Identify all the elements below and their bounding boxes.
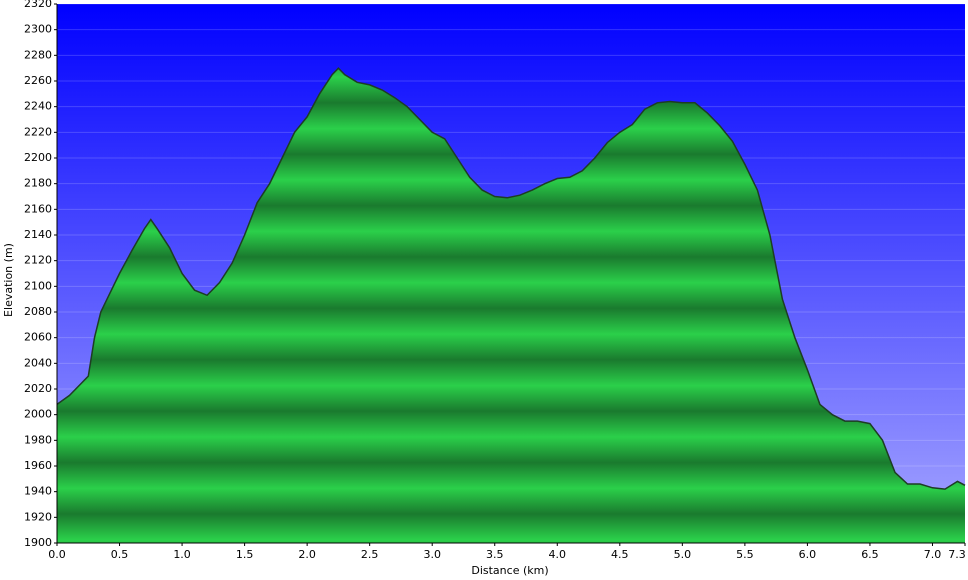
y-tick-label: 2220 <box>24 125 52 138</box>
y-tick-label: 2320 <box>24 0 52 10</box>
y-tick-label: 2280 <box>24 48 52 61</box>
y-tick-label: 1940 <box>24 485 52 498</box>
elevation-line <box>56 67 966 490</box>
x-tick-label: 7.3 <box>948 548 966 561</box>
y-tick-label: 2180 <box>24 177 52 190</box>
x-tick-label: 3.0 <box>423 548 441 561</box>
y-tick-label: 2300 <box>24 23 52 36</box>
y-axis-title: Elevation (m) <box>2 243 15 317</box>
y-tick-label: 1900 <box>24 536 52 549</box>
y-tick-label: 2060 <box>24 331 52 344</box>
x-tick-label: 4.5 <box>611 548 629 561</box>
x-tick-label: 0.0 <box>48 548 66 561</box>
x-tick-label: 5.0 <box>674 548 692 561</box>
y-tick-label: 1960 <box>24 459 52 472</box>
x-tick-label: 0.5 <box>111 548 129 561</box>
y-tick-label: 2260 <box>24 74 52 87</box>
y-tick-label: 2000 <box>24 408 52 421</box>
x-tick-label: 6.5 <box>861 548 879 561</box>
y-tick-label: 2040 <box>24 356 52 369</box>
x-tick-label: 6.0 <box>799 548 817 561</box>
x-tick-label: 1.0 <box>173 548 191 561</box>
x-tick-label: 2.5 <box>361 548 379 561</box>
y-tick-label: 2140 <box>24 228 52 241</box>
y-tick-label: 1920 <box>24 510 52 523</box>
x-tick-label: 1.5 <box>236 548 254 561</box>
y-tick-label: 2120 <box>24 254 52 267</box>
y-tick-label: 1980 <box>24 433 52 446</box>
y-tick-label: 2080 <box>24 305 52 318</box>
x-tick-label: 5.5 <box>736 548 754 561</box>
x-tick-label: 4.0 <box>549 548 567 561</box>
x-tick-label: 2.0 <box>298 548 316 561</box>
y-tick-label: 2160 <box>24 202 52 215</box>
y-tick-label: 2240 <box>24 100 52 113</box>
x-axis-title: Distance (km) <box>471 564 548 577</box>
x-tick-label: 3.5 <box>486 548 504 561</box>
x-tick-label: 7.0 <box>924 548 942 561</box>
y-tick-label: 2020 <box>24 382 52 395</box>
elevation-area <box>57 68 965 543</box>
y-tick-label: 2200 <box>24 151 52 164</box>
y-tick-label: 2100 <box>24 279 52 292</box>
